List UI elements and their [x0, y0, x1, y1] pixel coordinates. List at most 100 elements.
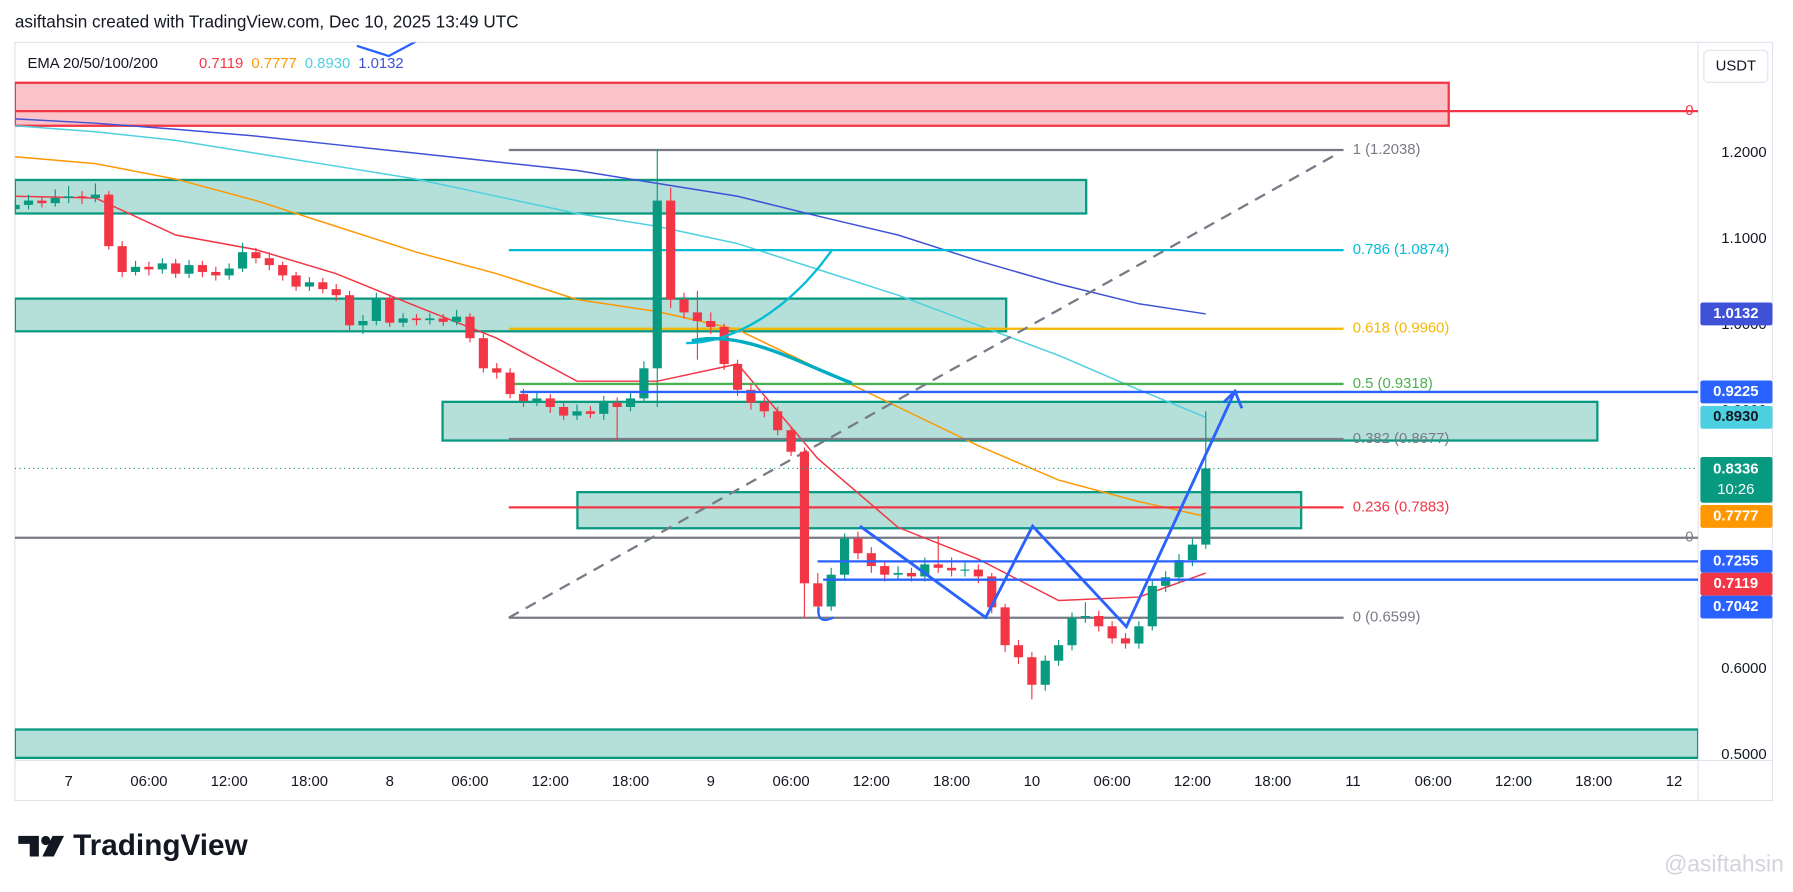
- price-label-box: [1700, 595, 1773, 619]
- candle-body: [77, 196, 87, 199]
- candle-body: [385, 297, 395, 323]
- candle-body: [1201, 468, 1211, 545]
- drawings: [356, 42, 1244, 630]
- candle-body: [960, 569, 970, 571]
- x-tick-label: 18:00: [1254, 774, 1291, 790]
- legend-value: 1.0132: [358, 56, 403, 72]
- logo-text: TradingView: [73, 829, 248, 862]
- x-tick-label: 12:00: [211, 774, 248, 790]
- currency-button-box[interactable]: [1703, 49, 1769, 83]
- candle-body: [104, 194, 114, 247]
- candle-body: [759, 402, 769, 412]
- candle-body: [1040, 660, 1050, 685]
- candle-body: [773, 411, 783, 431]
- legend: EMA 20/50/100/200 0.7119 0.7777 0.8930 1.01…: [27, 56, 403, 72]
- candle-body: [719, 327, 729, 364]
- candle-body: [746, 389, 756, 403]
- candle-body: [278, 265, 288, 276]
- u-drawing: [817, 607, 835, 622]
- candle-body: [251, 252, 261, 259]
- fib-label: 0.236 (0.7883): [1353, 499, 1450, 515]
- arrow-head: [1222, 388, 1244, 409]
- candle-body: [237, 252, 248, 269]
- candle-body: [184, 265, 194, 274]
- candle-body: [826, 574, 836, 607]
- candle-body: [144, 266, 154, 270]
- candle-body: [1174, 560, 1184, 578]
- zone: [14, 297, 1008, 333]
- candle-body: [197, 265, 207, 272]
- candle-body: [893, 572, 903, 575]
- candle-body: [157, 263, 167, 270]
- y-tick-label: 1.2000: [1721, 145, 1766, 161]
- footer-logo: TradingView: [18, 829, 249, 862]
- x-tick-label: 06:00: [451, 774, 488, 790]
- zigzag-pattern: [859, 390, 1237, 630]
- candle-body: [1120, 638, 1131, 644]
- x-tick-label: 12:00: [1495, 774, 1532, 790]
- candle-body: [492, 368, 502, 373]
- candle-body: [906, 572, 917, 577]
- legend-value: 0.8930: [305, 56, 350, 72]
- price-label: 1.0132: [1713, 306, 1758, 322]
- x-tick-label: 12:00: [532, 774, 569, 790]
- x-tick-label: 8: [386, 774, 394, 790]
- curve-drawing: [686, 248, 834, 345]
- ema-line: [15, 118, 1206, 315]
- fib-label: 0.382 (0.8677): [1353, 431, 1450, 447]
- price-label: 0.8930: [1713, 409, 1758, 425]
- x-tick-label: 12:00: [853, 774, 890, 790]
- candle-body: [1134, 626, 1144, 644]
- curve-drawing: [691, 336, 853, 385]
- zone: [14, 81, 1450, 127]
- price-label: 0.7777: [1713, 508, 1758, 524]
- currency-button[interactable]: USDT: [1703, 49, 1769, 83]
- x-tick-label: 10: [1024, 774, 1041, 790]
- candle-body: [1027, 657, 1037, 685]
- candle-body: [559, 406, 569, 416]
- candle-body: [799, 451, 810, 584]
- candle-body: [518, 394, 529, 401]
- price-label: 0.7255: [1713, 553, 1758, 569]
- horizontal-line-label: 0: [1685, 530, 1693, 546]
- price-label-box: [1700, 405, 1773, 429]
- countdown: 10:26: [1717, 482, 1754, 498]
- candle-body: [732, 363, 743, 390]
- y-tick-label: 0.6000: [1721, 661, 1766, 677]
- price-label-box: [1700, 572, 1773, 596]
- candle-body: [866, 553, 876, 567]
- candle-body: [345, 295, 355, 326]
- x-tick-label: 7: [65, 774, 73, 790]
- candle-body: [666, 200, 676, 300]
- candle-body: [545, 398, 555, 407]
- x-tick-label: 18:00: [933, 774, 970, 790]
- price-label-box: [1700, 505, 1773, 528]
- currency-label[interactable]: USDT: [1716, 58, 1756, 74]
- candle-body: [1094, 615, 1104, 627]
- candle-body: [987, 576, 997, 608]
- price-axis: 0.50000.60000.70000.80000.90001.00001.10…: [1700, 145, 1773, 763]
- candle-body: [1000, 607, 1010, 646]
- candle-body: [171, 263, 181, 274]
- price-label: 0.9225: [1713, 384, 1758, 400]
- x-tick-label: 11: [1345, 774, 1360, 790]
- candle-body: [612, 402, 622, 407]
- price-label: 0.7119: [1714, 576, 1759, 592]
- candle-body: [692, 312, 702, 321]
- ema-line: [15, 125, 1207, 419]
- legend-value: 0.7777: [251, 56, 296, 72]
- candle-body: [1013, 645, 1024, 658]
- candle-body: [37, 200, 47, 204]
- price-label-box: [1700, 549, 1773, 573]
- candle-body: [585, 411, 595, 414]
- watermark: @asiftahsin: [1664, 851, 1784, 877]
- x-tick-label: 12: [1666, 774, 1683, 790]
- x-tick-label: 12:00: [1174, 774, 1211, 790]
- candle-body: [1054, 645, 1064, 661]
- candle-body: [853, 538, 863, 554]
- price-label-box: [1700, 380, 1773, 404]
- candle-body: [452, 316, 462, 322]
- fib-label: 0 (0.6599): [1353, 610, 1421, 626]
